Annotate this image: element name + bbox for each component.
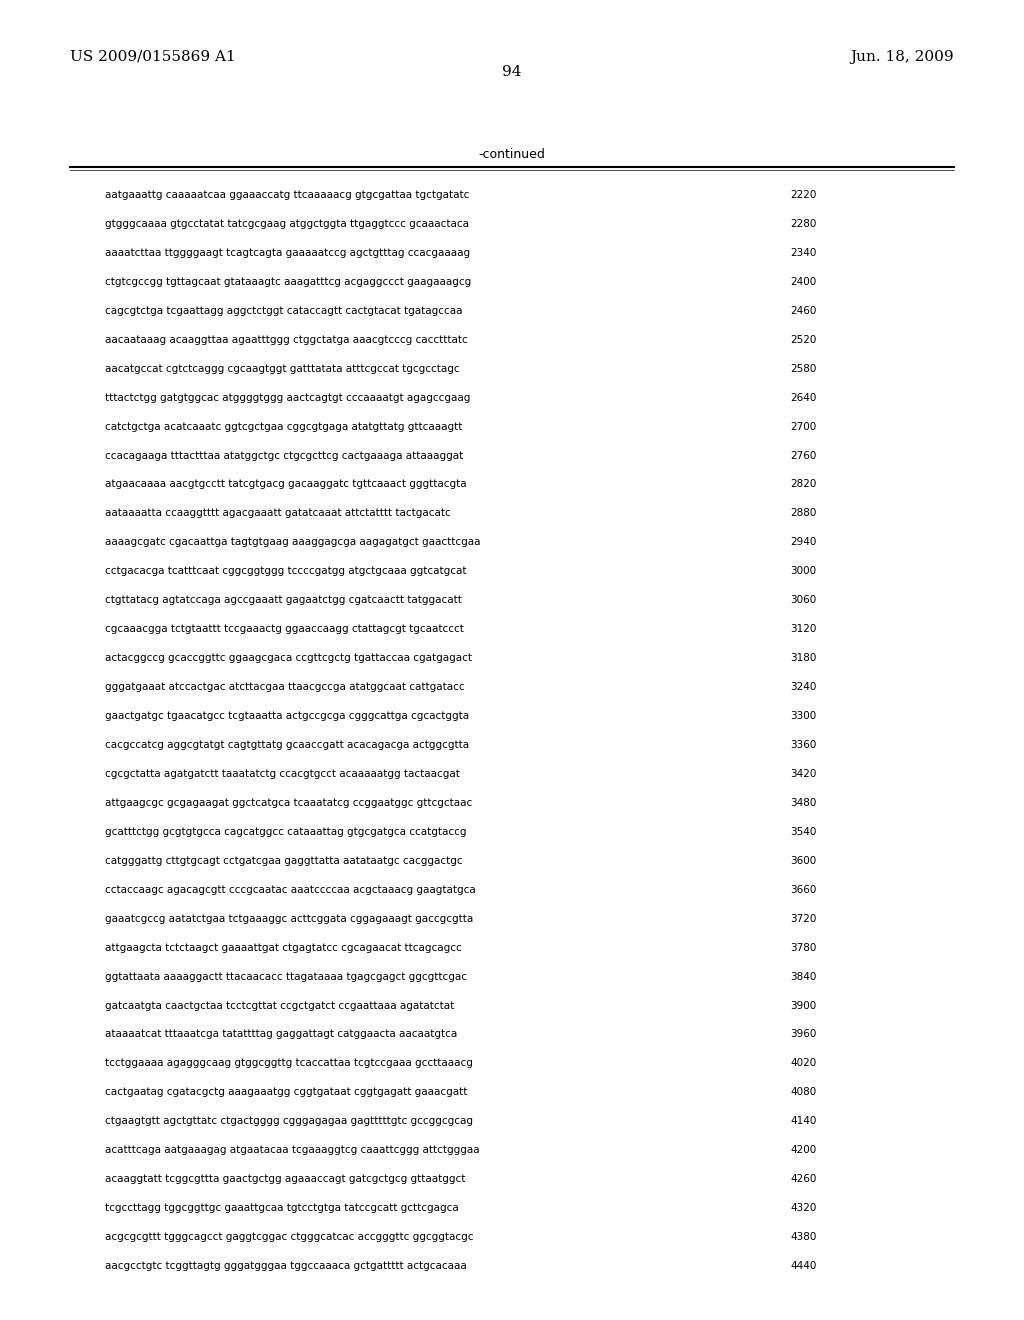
Text: Jun. 18, 2009: Jun. 18, 2009	[850, 50, 954, 63]
Text: aaaagcgatc cgacaattga tagtgtgaag aaaggagcga aagagatgct gaacttcgaa: aaaagcgatc cgacaattga tagtgtgaag aaaggag…	[105, 537, 480, 548]
Text: 2640: 2640	[790, 392, 816, 403]
Text: gggatgaaat atccactgac atcttacgaa ttaacgccga atatggcaat cattgatacc: gggatgaaat atccactgac atcttacgaa ttaacgc…	[105, 682, 465, 692]
Text: aacgcctgtc tcggttagtg gggatgggaa tggccaaaca gctgattttt actgcacaaa: aacgcctgtc tcggttagtg gggatgggaa tggccaa…	[105, 1261, 467, 1271]
Text: catgggattg cttgtgcagt cctgatcgaa gaggttatta aatataatgc cacggactgc: catgggattg cttgtgcagt cctgatcgaa gaggtta…	[105, 855, 463, 866]
Text: 3180: 3180	[790, 653, 816, 663]
Text: ctgtcgccgg tgttagcaat gtataaagtc aaagatttcg acgaggccct gaagaaagcg: ctgtcgccgg tgttagcaat gtataaagtc aaagatt…	[105, 277, 471, 286]
Text: 2700: 2700	[790, 421, 816, 432]
Text: 4020: 4020	[790, 1059, 816, 1068]
Text: cgcaaacgga tctgtaattt tccgaaactg ggaaccaagg ctattagcgt tgcaatccct: cgcaaacgga tctgtaattt tccgaaactg ggaacca…	[105, 624, 464, 634]
Text: atgaacaaaa aacgtgcctt tatcgtgacg gacaaggatc tgttcaaact gggttacgta: atgaacaaaa aacgtgcctt tatcgtgacg gacaagg…	[105, 479, 467, 490]
Text: gcatttctgg gcgtgtgcca cagcatggcc cataaattag gtgcgatgca ccatgtaccg: gcatttctgg gcgtgtgcca cagcatggcc cataaat…	[105, 826, 467, 837]
Text: tcctggaaaa agagggcaag gtggcggttg tcaccattaa tcgtccgaaa gccttaaacg: tcctggaaaa agagggcaag gtggcggttg tcaccat…	[105, 1059, 473, 1068]
Text: 2580: 2580	[790, 364, 816, 374]
Text: cacgccatcg aggcgtatgt cagtgttatg gcaaccgatt acacagacga actggcgtta: cacgccatcg aggcgtatgt cagtgttatg gcaaccg…	[105, 741, 469, 750]
Text: 3420: 3420	[790, 770, 816, 779]
Text: 3900: 3900	[790, 1001, 816, 1011]
Text: cagcgtctga tcgaattagg aggctctggt cataccagtt cactgtacat tgatagccaa: cagcgtctga tcgaattagg aggctctggt catacca…	[105, 306, 463, 315]
Text: 3540: 3540	[790, 826, 816, 837]
Text: aatgaaattg caaaaatcaa ggaaaccatg ttcaaaaacg gtgcgattaa tgctgatatc: aatgaaattg caaaaatcaa ggaaaccatg ttcaaaa…	[105, 190, 469, 201]
Text: cctgacacga tcatttcaat cggcggtggg tccccgatgg atgctgcaaa ggtcatgcat: cctgacacga tcatttcaat cggcggtggg tccccga…	[105, 566, 467, 577]
Text: cctaccaagc agacagcgtt cccgcaatac aaatccccaa acgctaaacg gaagtatgca: cctaccaagc agacagcgtt cccgcaatac aaatccc…	[105, 884, 476, 895]
Text: gatcaatgta caactgctaa tcctcgttat ccgctgatct ccgaattaaa agatatctat: gatcaatgta caactgctaa tcctcgttat ccgctga…	[105, 1001, 455, 1011]
Text: 4080: 4080	[790, 1088, 816, 1097]
Text: cactgaatag cgatacgctg aaagaaatgg cggtgataat cggtgagatt gaaacgatt: cactgaatag cgatacgctg aaagaaatgg cggtgat…	[105, 1088, 467, 1097]
Text: 4260: 4260	[790, 1175, 816, 1184]
Text: ctgttatacg agtatccaga agccgaaatt gagaatctgg cgatcaactt tatggacatt: ctgttatacg agtatccaga agccgaaatt gagaatc…	[105, 595, 462, 606]
Text: ctgaagtgtt agctgttatc ctgactgggg cgggagagaa gagtttttgtc gccggcgcag: ctgaagtgtt agctgttatc ctgactgggg cgggaga…	[105, 1117, 473, 1126]
Text: 3060: 3060	[790, 595, 816, 606]
Text: 3660: 3660	[790, 884, 816, 895]
Text: aacaataaag acaaggttaa agaatttggg ctggctatga aaacgtcccg cacctttatc: aacaataaag acaaggttaa agaatttggg ctggcta…	[105, 335, 468, 345]
Text: 4200: 4200	[790, 1146, 816, 1155]
Text: 2940: 2940	[790, 537, 816, 548]
Text: ggtattaata aaaaggactt ttacaacacc ttagataaaa tgagcgagct ggcgttcgac: ggtattaata aaaaggactt ttacaacacc ttagata…	[105, 972, 467, 982]
Text: attgaagcta tctctaagct gaaaattgat ctgagtatcc cgcagaacat ttcagcagcc: attgaagcta tctctaagct gaaaattgat ctgagta…	[105, 942, 462, 953]
Text: 3960: 3960	[790, 1030, 816, 1039]
Text: ccacagaaga tttactttaa atatggctgc ctgcgcttcg cactgaaaga attaaaggat: ccacagaaga tttactttaa atatggctgc ctgcgct…	[105, 450, 463, 461]
Text: 3240: 3240	[790, 682, 816, 692]
Text: acaaggtatt tcggcgttta gaactgctgg agaaaccagt gatcgctgcg gttaatggct: acaaggtatt tcggcgttta gaactgctgg agaaacc…	[105, 1175, 465, 1184]
Text: -continued: -continued	[478, 148, 546, 161]
Text: actacggccg gcaccggttc ggaagcgaca ccgttcgctg tgattaccaa cgatgagact: actacggccg gcaccggttc ggaagcgaca ccgttcg…	[105, 653, 472, 663]
Text: 3000: 3000	[790, 566, 816, 577]
Text: 2760: 2760	[790, 450, 816, 461]
Text: gaactgatgc tgaacatgcc tcgtaaatta actgccgcga cgggcattga cgcactggta: gaactgatgc tgaacatgcc tcgtaaatta actgccg…	[105, 711, 469, 721]
Text: 2280: 2280	[790, 219, 816, 228]
Text: 94: 94	[502, 65, 522, 79]
Text: acgcgcgttt tgggcagcct gaggtcggac ctgggcatcac accgggttc ggcggtacgc: acgcgcgttt tgggcagcct gaggtcggac ctgggca…	[105, 1232, 473, 1242]
Text: 4140: 4140	[790, 1117, 816, 1126]
Text: 3720: 3720	[790, 913, 816, 924]
Text: acatttcaga aatgaaagag atgaatacaa tcgaaaggtcg caaattcggg attctgggaa: acatttcaga aatgaaagag atgaatacaa tcgaaag…	[105, 1146, 479, 1155]
Text: catctgctga acatcaaatc ggtcgctgaa cggcgtgaga atatgttatg gttcaaagtt: catctgctga acatcaaatc ggtcgctgaa cggcgtg…	[105, 421, 463, 432]
Text: 3360: 3360	[790, 741, 816, 750]
Text: US 2009/0155869 A1: US 2009/0155869 A1	[70, 50, 236, 63]
Text: attgaagcgc gcgagaagat ggctcatgca tcaaatatcg ccggaatggc gttcgctaac: attgaagcgc gcgagaagat ggctcatgca tcaaata…	[105, 797, 472, 808]
Text: tcgccttagg tggcggttgc gaaattgcaa tgtcctgtga tatccgcatt gcttcgagca: tcgccttagg tggcggttgc gaaattgcaa tgtcctg…	[105, 1203, 459, 1213]
Text: 2520: 2520	[790, 335, 816, 345]
Text: 3300: 3300	[790, 711, 816, 721]
Text: 2340: 2340	[790, 248, 816, 257]
Text: 4380: 4380	[790, 1232, 816, 1242]
Text: aacatgccat cgtctcaggg cgcaagtggt gatttatata atttcgccat tgcgcctagc: aacatgccat cgtctcaggg cgcaagtggt gatttat…	[105, 364, 460, 374]
Text: 2220: 2220	[790, 190, 816, 201]
Text: 4320: 4320	[790, 1203, 816, 1213]
Text: 3120: 3120	[790, 624, 816, 634]
Text: ataaaatcat tttaaatcga tatattttag gaggattagt catggaacta aacaatgtca: ataaaatcat tttaaatcga tatattttag gaggatt…	[105, 1030, 458, 1039]
Text: 2880: 2880	[790, 508, 816, 519]
Text: 3840: 3840	[790, 972, 816, 982]
Text: gaaatcgccg aatatctgaa tctgaaaggc acttcggata cggagaaagt gaccgcgtta: gaaatcgccg aatatctgaa tctgaaaggc acttcgg…	[105, 913, 473, 924]
Text: gtgggcaaaa gtgcctatat tatcgcgaag atggctggta ttgaggtccc gcaaactaca: gtgggcaaaa gtgcctatat tatcgcgaag atggctg…	[105, 219, 469, 228]
Text: 3600: 3600	[790, 855, 816, 866]
Text: 2400: 2400	[790, 277, 816, 286]
Text: 4440: 4440	[790, 1261, 816, 1271]
Text: tttactctgg gatgtggcac atggggtggg aactcagtgt cccaaaatgt agagccgaag: tttactctgg gatgtggcac atggggtggg aactcag…	[105, 392, 470, 403]
Text: 2460: 2460	[790, 306, 816, 315]
Text: 3480: 3480	[790, 797, 816, 808]
Text: cgcgctatta agatgatctt taaatatctg ccacgtgcct acaaaaatgg tactaacgat: cgcgctatta agatgatctt taaatatctg ccacgtg…	[105, 770, 460, 779]
Text: 2820: 2820	[790, 479, 816, 490]
Text: aaaatcttaa ttggggaagt tcagtcagta gaaaaatccg agctgtttag ccacgaaaag: aaaatcttaa ttggggaagt tcagtcagta gaaaaat…	[105, 248, 470, 257]
Text: 3780: 3780	[790, 942, 816, 953]
Text: aataaaatta ccaaggtttt agacgaaatt gatatcaaat attctatttt tactgacatc: aataaaatta ccaaggtttt agacgaaatt gatatca…	[105, 508, 451, 519]
